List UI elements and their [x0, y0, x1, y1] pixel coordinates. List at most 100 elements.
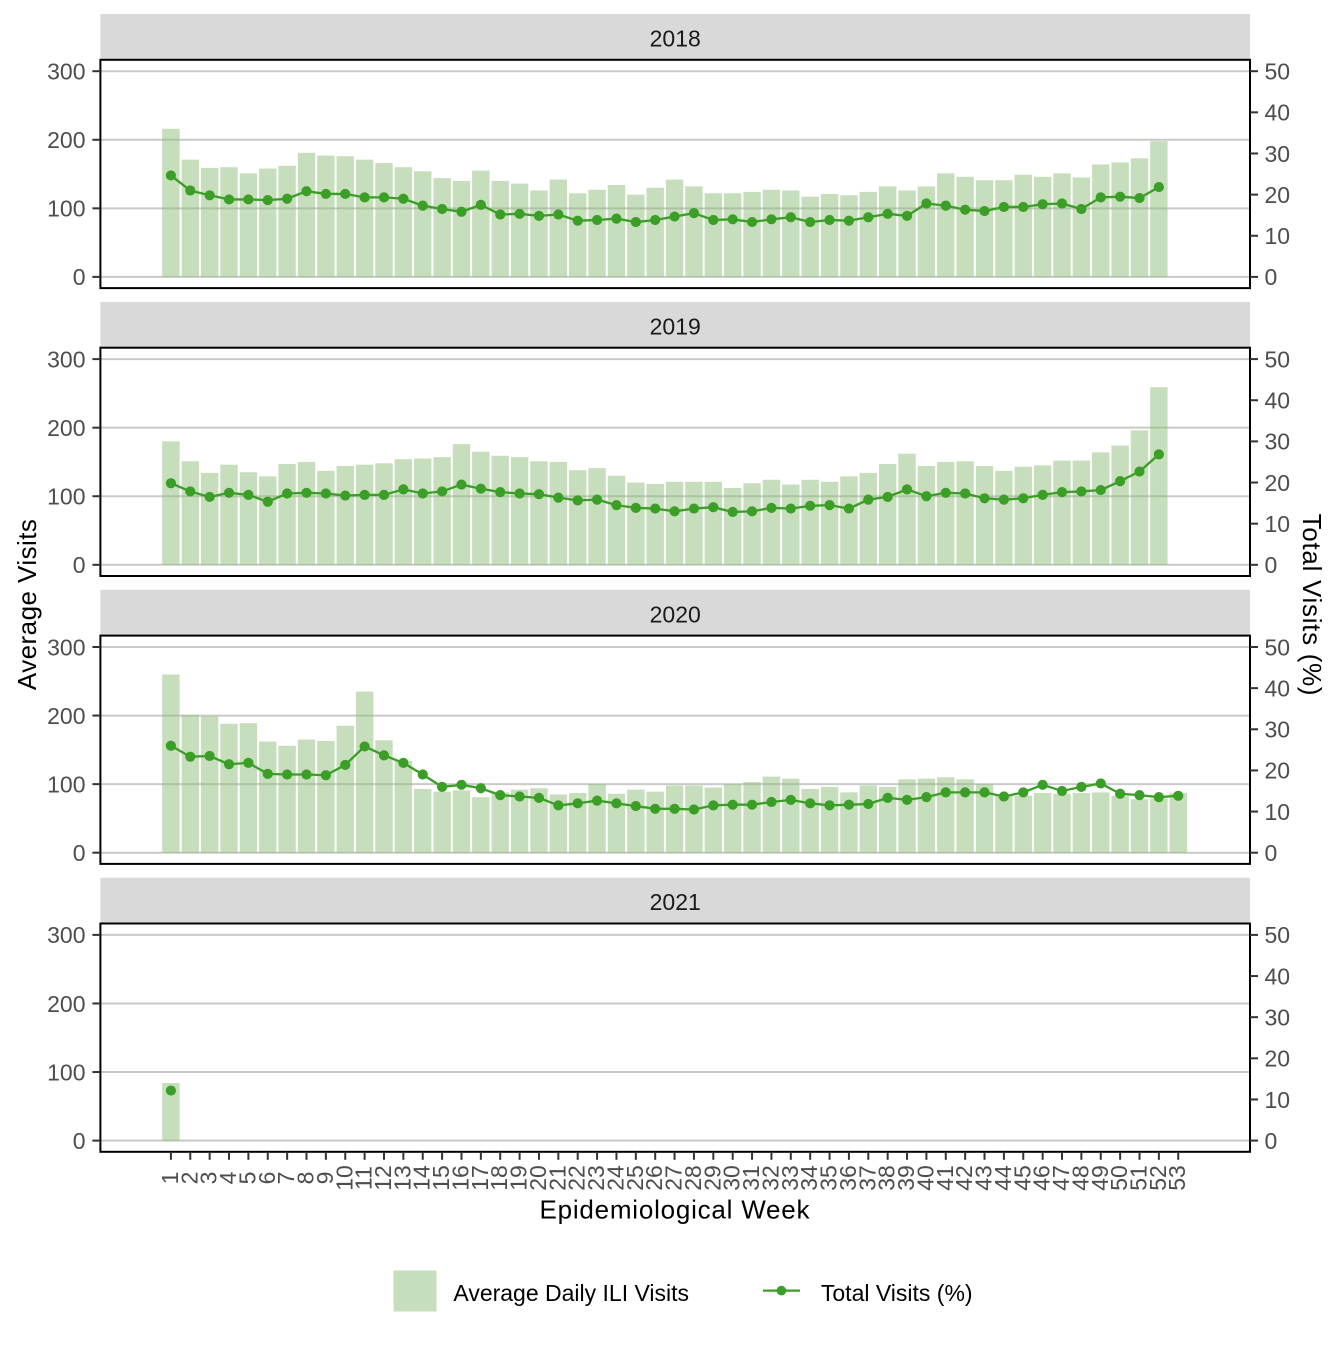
svg-text:10: 10: [331, 1165, 357, 1191]
svg-text:16: 16: [447, 1165, 473, 1191]
svg-text:40: 40: [912, 1165, 938, 1191]
svg-text:18: 18: [486, 1165, 512, 1191]
svg-text:0: 0: [1265, 840, 1278, 866]
svg-text:43: 43: [971, 1165, 997, 1191]
svg-text:20: 20: [1265, 1046, 1291, 1072]
svg-text:21: 21: [544, 1165, 570, 1191]
svg-text:50: 50: [1265, 59, 1291, 85]
svg-text:6: 6: [254, 1172, 280, 1185]
svg-text:17: 17: [467, 1165, 493, 1191]
svg-text:0: 0: [73, 840, 86, 866]
svg-text:20: 20: [1265, 470, 1291, 496]
svg-text:22: 22: [564, 1165, 590, 1191]
svg-text:1: 1: [157, 1172, 183, 1185]
svg-text:50: 50: [1265, 634, 1291, 660]
svg-text:10: 10: [1265, 799, 1291, 825]
svg-text:100: 100: [47, 1059, 85, 1085]
svg-text:35: 35: [816, 1165, 842, 1191]
svg-text:4: 4: [215, 1171, 241, 1184]
svg-text:0: 0: [1265, 552, 1278, 578]
svg-text:32: 32: [757, 1165, 783, 1191]
svg-text:38: 38: [874, 1165, 900, 1191]
svg-text:15: 15: [428, 1165, 454, 1191]
svg-text:33: 33: [777, 1165, 803, 1191]
svg-text:Total Visits (%): Total Visits (%): [1297, 514, 1327, 696]
svg-text:44: 44: [990, 1165, 1016, 1191]
svg-text:51: 51: [1126, 1165, 1152, 1191]
svg-text:31: 31: [738, 1165, 764, 1191]
svg-text:2018: 2018: [650, 26, 701, 52]
svg-text:Average Daily ILI Visits: Average Daily ILI Visits: [453, 1280, 689, 1306]
svg-text:3: 3: [196, 1172, 222, 1185]
svg-text:13: 13: [389, 1165, 415, 1191]
svg-text:50: 50: [1265, 346, 1291, 372]
svg-text:30: 30: [1265, 141, 1291, 167]
svg-text:30: 30: [719, 1165, 745, 1191]
svg-text:37: 37: [854, 1165, 880, 1191]
svg-text:0: 0: [73, 1128, 86, 1154]
svg-text:40: 40: [1265, 963, 1291, 989]
svg-text:24: 24: [602, 1165, 628, 1191]
svg-text:2019: 2019: [650, 313, 701, 339]
svg-text:30: 30: [1265, 429, 1291, 455]
svg-text:19: 19: [506, 1165, 532, 1191]
svg-text:8: 8: [293, 1172, 319, 1185]
svg-text:29: 29: [699, 1165, 725, 1191]
svg-text:200: 200: [47, 703, 85, 729]
svg-text:300: 300: [47, 59, 85, 85]
svg-text:40: 40: [1265, 100, 1291, 126]
svg-text:46: 46: [1029, 1165, 1055, 1191]
svg-text:48: 48: [1067, 1165, 1093, 1191]
svg-text:20: 20: [525, 1165, 551, 1191]
svg-text:28: 28: [680, 1165, 706, 1191]
svg-text:39: 39: [893, 1165, 919, 1191]
svg-text:20: 20: [1265, 182, 1291, 208]
svg-text:12: 12: [370, 1165, 396, 1191]
svg-text:100: 100: [47, 196, 85, 222]
svg-text:0: 0: [73, 264, 86, 290]
svg-text:45: 45: [1009, 1165, 1035, 1191]
svg-text:41: 41: [932, 1165, 958, 1191]
svg-text:50: 50: [1265, 922, 1291, 948]
svg-text:300: 300: [47, 346, 85, 372]
svg-text:9: 9: [312, 1172, 338, 1185]
svg-text:200: 200: [47, 127, 85, 153]
svg-text:200: 200: [47, 991, 85, 1017]
svg-text:26: 26: [641, 1165, 667, 1191]
svg-text:Total Visits (%): Total Visits (%): [821, 1280, 973, 1306]
svg-text:30: 30: [1265, 717, 1291, 743]
svg-text:0: 0: [73, 552, 86, 578]
svg-text:5: 5: [234, 1172, 260, 1185]
svg-text:14: 14: [409, 1165, 435, 1191]
svg-text:100: 100: [47, 771, 85, 797]
svg-text:34: 34: [796, 1165, 822, 1191]
svg-text:25: 25: [622, 1165, 648, 1191]
svg-text:300: 300: [47, 922, 85, 948]
svg-text:23: 23: [583, 1165, 609, 1191]
svg-text:36: 36: [835, 1165, 861, 1191]
svg-text:2021: 2021: [650, 889, 701, 915]
svg-text:2020: 2020: [650, 601, 701, 627]
svg-text:40: 40: [1265, 675, 1291, 701]
svg-text:10: 10: [1265, 511, 1291, 537]
svg-text:Epidemiological Week: Epidemiological Week: [540, 1195, 811, 1225]
svg-text:10: 10: [1265, 1087, 1291, 1113]
svg-text:50: 50: [1106, 1165, 1132, 1191]
svg-text:42: 42: [951, 1165, 977, 1191]
svg-text:49: 49: [1087, 1165, 1113, 1191]
svg-text:2: 2: [176, 1172, 202, 1185]
svg-text:200: 200: [47, 415, 85, 441]
svg-text:10: 10: [1265, 223, 1291, 249]
svg-text:11: 11: [351, 1166, 377, 1190]
svg-text:53: 53: [1164, 1165, 1190, 1191]
svg-text:0: 0: [1265, 264, 1278, 290]
svg-text:20: 20: [1265, 758, 1291, 784]
svg-text:7: 7: [273, 1172, 299, 1185]
svg-text:27: 27: [661, 1165, 687, 1191]
svg-text:40: 40: [1265, 388, 1291, 414]
svg-text:52: 52: [1145, 1165, 1171, 1191]
svg-text:0: 0: [1265, 1128, 1278, 1154]
svg-text:30: 30: [1265, 1004, 1291, 1030]
svg-text:47: 47: [1048, 1165, 1074, 1191]
svg-text:Average Visits: Average Visits: [12, 519, 42, 690]
